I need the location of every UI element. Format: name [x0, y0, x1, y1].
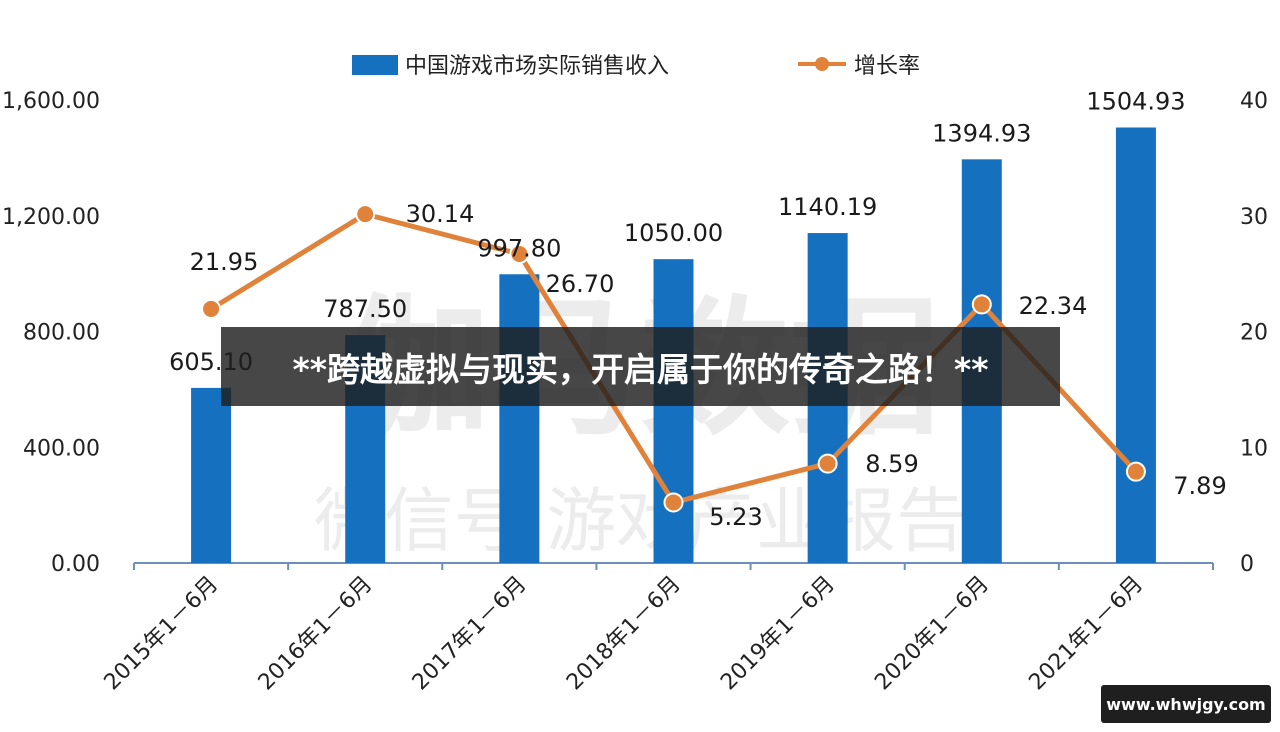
legend-bar-swatch	[352, 55, 398, 75]
growth-value-label: 5.23	[709, 503, 762, 531]
bar	[499, 274, 540, 563]
y-right-tick-label: 30	[1240, 205, 1268, 230]
y-left-tick-label: 1,600.00	[2, 89, 100, 114]
y-left-tick-label: 400.00	[23, 436, 100, 461]
growth-point	[663, 492, 684, 513]
promo-banner: **跨越虚拟与现实，开启属于你的传奇之路！**	[221, 327, 1060, 406]
growth-point	[509, 243, 530, 264]
bar-value-label: 1394.93	[932, 119, 1031, 147]
y-right-tick-label: 10	[1240, 436, 1268, 461]
growth-value-label: 22.34	[1019, 292, 1088, 320]
growth-value-label: 8.59	[865, 450, 918, 478]
x-tick-label: 2017年1－6月	[408, 572, 532, 696]
x-tick-label: 2016年1－6月	[254, 572, 378, 696]
data-labels: 605.10787.50997.801050.001140.191394.931…	[169, 88, 1227, 531]
x-tick-label: 2018年1－6月	[562, 572, 686, 696]
bar	[1115, 127, 1156, 564]
growth-value-label: 30.14	[406, 200, 475, 228]
y-left-tick-label: 0.00	[51, 552, 100, 577]
bar-value-label: 1050.00	[624, 219, 723, 247]
y-left-tick-label: 800.00	[23, 321, 100, 346]
bar	[653, 259, 694, 563]
bar-value-label: 1140.19	[778, 193, 877, 221]
x-tick-label: 2020年1－6月	[870, 572, 994, 696]
y-left-tick-label: 1,200.00	[2, 205, 100, 230]
bar-value-label: 787.50	[323, 295, 407, 323]
watermark-sub: 微信号 游戏产业报告	[314, 480, 966, 562]
site-badge[interactable]: www.whwjgy.com	[1101, 685, 1271, 723]
growth-value-label: 26.70	[546, 270, 615, 298]
growth-point	[201, 298, 222, 319]
growth-value-label: 21.95	[190, 248, 259, 276]
bar	[191, 387, 232, 563]
growth-point	[1125, 461, 1146, 482]
growth-point	[355, 204, 376, 225]
growth-value-label: 7.89	[1173, 472, 1226, 500]
growth-point	[817, 453, 838, 474]
bar-value-label: 1504.93	[1086, 88, 1185, 116]
line-series	[201, 204, 1146, 513]
site-badge-text: www.whwjgy.com	[1106, 694, 1266, 714]
y-right-tick-label: 0	[1240, 552, 1254, 577]
promo-banner-text: **跨越虚拟与现实，开启属于你的传奇之路！**	[292, 349, 989, 389]
x-tick-label: 2015年1－6月	[100, 572, 224, 696]
legend-line-label: 增长率	[854, 54, 920, 79]
legend-bar-label: 中国游戏市场实际销售收入	[405, 54, 669, 79]
y-right-tick-label: 40	[1240, 89, 1268, 114]
x-tick-label: 2019年1－6月	[716, 572, 840, 696]
bar-value-label: 997.80	[477, 234, 561, 262]
legend: 中国游戏市场实际销售收入 增长率	[352, 54, 920, 79]
legend-line-marker	[815, 57, 829, 71]
y-right-tick-label: 20	[1240, 321, 1268, 346]
x-tick-label: 2021年1－6月	[1024, 572, 1148, 696]
growth-point	[971, 294, 992, 315]
